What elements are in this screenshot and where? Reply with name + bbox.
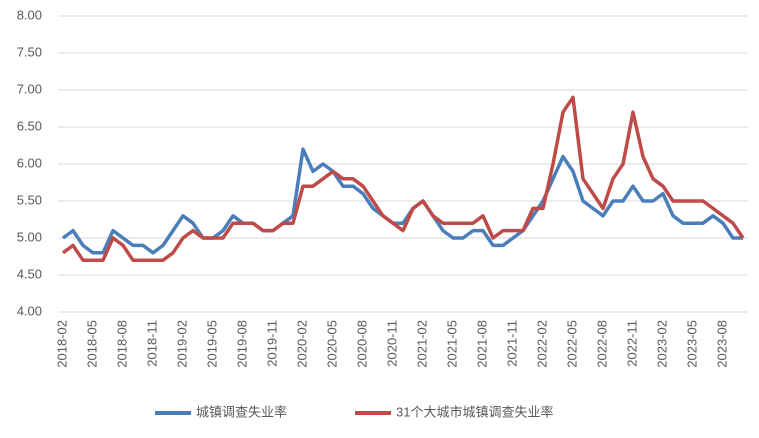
x-tick-label: 2018-02 bbox=[54, 320, 69, 368]
x-tick-label: 2023-08 bbox=[714, 320, 729, 368]
x-tick-label: 2021-02 bbox=[414, 320, 429, 368]
x-tick-label: 2022-05 bbox=[564, 320, 579, 368]
y-tick-label: 6.00 bbox=[17, 155, 42, 170]
y-tick-label: 8.00 bbox=[17, 7, 42, 22]
y-tick-label: 4.00 bbox=[17, 303, 42, 318]
y-tick-label: 5.50 bbox=[17, 192, 42, 207]
y-tick-label: 6.50 bbox=[17, 118, 42, 133]
x-tick-label: 2020-08 bbox=[354, 320, 369, 368]
legend-label: 31个大城市城镇调查失业率 bbox=[396, 404, 553, 419]
y-tick-label: 7.50 bbox=[17, 44, 42, 59]
y-tick-label: 4.50 bbox=[17, 266, 42, 281]
x-tick-label: 2018-05 bbox=[84, 320, 99, 368]
x-tick-label: 2022-11 bbox=[624, 320, 639, 367]
line-series bbox=[61, 147, 743, 255]
x-tick-label: 2021-11 bbox=[504, 320, 519, 367]
x-tick-label: 2018-08 bbox=[114, 320, 129, 368]
x-tick-label: 2019-08 bbox=[234, 320, 249, 368]
x-tick-label: 2022-02 bbox=[534, 320, 549, 368]
x-tick-label: 2022-08 bbox=[594, 320, 609, 368]
x-tick-label: 2019-02 bbox=[174, 320, 189, 368]
x-tick-label: 2018-11 bbox=[144, 320, 159, 367]
line-series bbox=[61, 95, 745, 262]
x-tick-label: 2019-05 bbox=[204, 320, 219, 368]
y-tick-label: 7.00 bbox=[17, 81, 42, 96]
x-tick-label: 2019-11 bbox=[264, 320, 279, 367]
x-tick-label: 2020-11 bbox=[384, 320, 399, 367]
x-tick-label: 2020-05 bbox=[324, 320, 339, 368]
y-tick-label: 5.00 bbox=[17, 229, 42, 244]
x-tick-label: 2020-02 bbox=[294, 320, 309, 368]
x-tick-label: 2023-02 bbox=[654, 320, 669, 368]
legend-label: 城镇调查失业率 bbox=[196, 404, 287, 419]
x-tick-label: 2021-05 bbox=[444, 320, 459, 368]
x-tick-label: 2023-05 bbox=[684, 320, 699, 368]
x-tick-label: 2021-08 bbox=[474, 320, 489, 368]
